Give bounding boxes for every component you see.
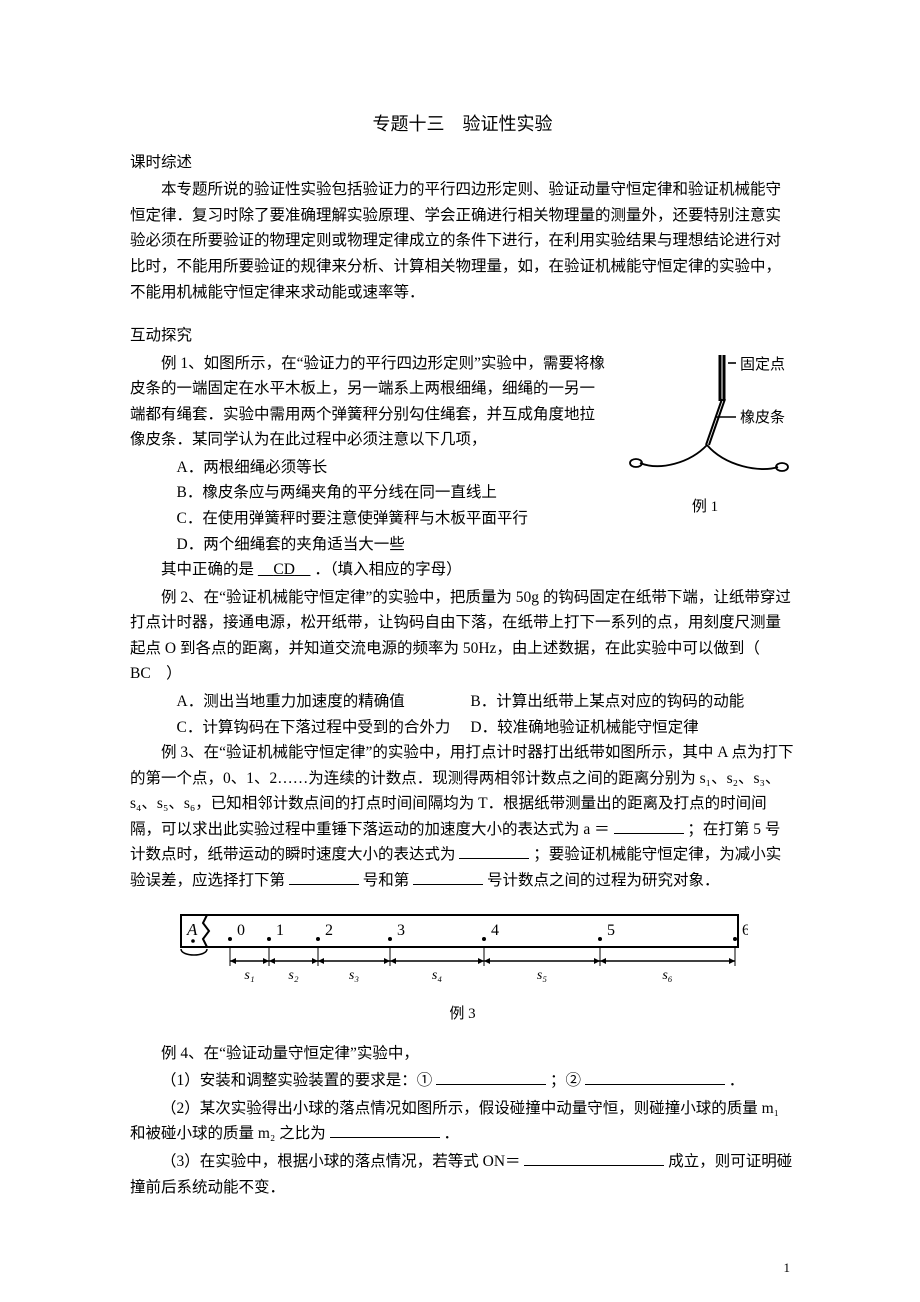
ex4-3-pre: （3）在实验中，根据小球的落点情况，若等式 ON＝ xyxy=(161,1153,521,1170)
figure1-caption: 例 1 xyxy=(615,495,795,520)
svg-text:6: 6 xyxy=(742,922,748,939)
ex4-1-blank2 xyxy=(585,1069,725,1086)
doc-title: 专题十三 验证性实验 xyxy=(130,110,795,140)
ex4-lead: 例 4、在“验证动量守恒定律”实验中， xyxy=(130,1041,795,1067)
ex3-blank-n1 xyxy=(289,868,359,885)
svg-text:1: 1 xyxy=(276,922,284,939)
figure-example1: 固定点 橡皮条 例 1 xyxy=(615,351,795,520)
svg-text:s₁: s₁ xyxy=(244,968,254,983)
tape-caption: 例 3 xyxy=(130,1002,795,1027)
ex2-options: A．测出当地重力加速度的精确值 B．计算出纸带上某点对应的钩码的动能 C．计算钩… xyxy=(177,689,796,740)
ex1-answer-post: ．（填入相应的字母） xyxy=(314,561,461,578)
ex4-2-end: ． xyxy=(443,1125,459,1142)
ex3-blank-v xyxy=(459,843,529,860)
svg-text:3: 3 xyxy=(397,922,405,939)
ex4-1-pre: （1）安装和调整实验装置的要求是：① xyxy=(161,1072,432,1089)
svg-text:s₆: s₆ xyxy=(662,968,672,983)
sec1-paragraph: 本专题所说的验证性实验包括验证力的平行四边形定则、验证动量守恒定律和验证机械能守… xyxy=(130,177,795,305)
fig1-label-fixed: 固定点 xyxy=(740,356,785,373)
ex2-opt-c: C．计算钩码在下落过程中受到的合外力 xyxy=(177,715,467,741)
ex2-paragraph: 例 2、在“验证机械能守恒定律”的实验中，把质量为 50g 的钩码固定在纸带下端… xyxy=(130,585,795,687)
ex3-blank-a xyxy=(614,817,684,834)
ex4-1-end: ． xyxy=(729,1072,745,1089)
ex2-opt-d: D．较准确地验证机械能守恒定律 xyxy=(470,719,698,736)
figure-tape: A 0 1 2 3 4 5 6 s₁ s₂ s₃ s₄ s₅ s₆ xyxy=(130,911,795,994)
ex2-opt-b: B．计算出纸带上某点对应的钩码的动能 xyxy=(470,693,744,710)
ex1-answer-pre: 其中正确的是 xyxy=(161,561,254,578)
ex4-2-blank xyxy=(330,1122,440,1139)
svg-text:A: A xyxy=(186,920,198,939)
tape-diagram: A 0 1 2 3 4 5 6 s₁ s₂ s₃ s₄ s₅ s₆ xyxy=(178,911,748,985)
ex3-p5: 号计数点之间的过程为研究对象． xyxy=(487,872,720,889)
svg-text:4: 4 xyxy=(491,922,499,939)
ex3-p4: 号和第 xyxy=(363,872,410,889)
svg-text:s₃: s₃ xyxy=(348,968,358,983)
svg-text:2: 2 xyxy=(325,922,333,939)
svg-text:s₂: s₂ xyxy=(288,968,298,983)
svg-text:5: 5 xyxy=(607,922,615,939)
svg-text:0: 0 xyxy=(237,922,245,939)
ex1-answer-line: 其中正确的是 CD ．（填入相应的字母） xyxy=(130,557,795,583)
fig1-label-rubber: 橡皮条 xyxy=(740,409,785,426)
ex2-opt-a: A．测出当地重力加速度的精确值 xyxy=(177,689,467,715)
page-number: 1 xyxy=(784,1257,791,1278)
ex4-1-blank1 xyxy=(436,1069,546,1086)
ex3-paragraph: 例 3、在“验证机械能守恒定律”的实验中，用打点计时器打出纸带如图所示，其中 A… xyxy=(130,740,795,893)
ex4-item3: （3）在实验中，根据小球的落点情况，若等式 ON＝ 成立，则可证明碰撞前后系统动… xyxy=(130,1149,795,1200)
ex4-item2: （2）某次实验得出小球的落点情况如图所示，假设碰撞中动量守恒，则碰撞小球的质量 … xyxy=(130,1096,795,1147)
ex1-answer: CD xyxy=(258,561,311,578)
svg-text:s₄: s₄ xyxy=(431,968,441,983)
ex3-blank-n2 xyxy=(413,868,483,885)
ex4-1-mid: ；② xyxy=(550,1072,581,1089)
ex1-opt-d: D．两个细绳套的夹角适当大一些 xyxy=(177,532,796,558)
section-label-hudong: 互动探究 xyxy=(130,323,795,349)
rubber-band-diagram: 固定点 橡皮条 xyxy=(620,351,790,491)
page: 专题十三 验证性实验 课时综述 本专题所说的验证性实验包括验证力的平行四边形定则… xyxy=(0,0,920,1302)
svg-text:s₅: s₅ xyxy=(536,968,546,983)
ex4-3-blank xyxy=(524,1150,664,1167)
ex4-item1: （1）安装和调整实验装置的要求是：① ；② ． xyxy=(130,1068,795,1094)
ex2-row1: A．测出当地重力加速度的精确值 B．计算出纸带上某点对应的钩码的动能 xyxy=(177,689,796,715)
section-label-keshi: 课时综述 xyxy=(130,150,795,176)
ex2-row2: C．计算钩码在下落过程中受到的合外力 D．较准确地验证机械能守恒定律 xyxy=(177,715,796,741)
